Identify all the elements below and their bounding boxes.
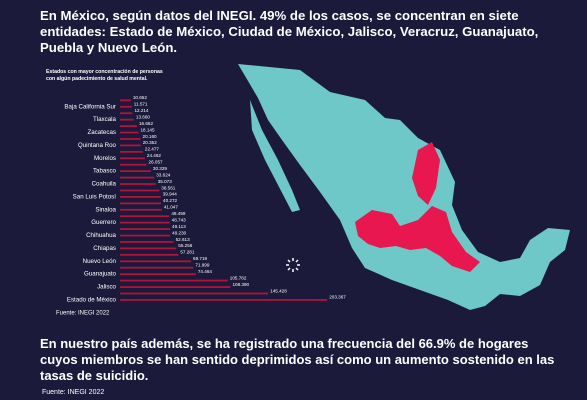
y-tick-label: Chiapas: [93, 245, 116, 252]
value-label: 48.743: [172, 217, 186, 222]
y-tick-label: San Luis Potosí: [73, 193, 117, 200]
bar: [120, 292, 269, 295]
chart-title: Estados con mayor concentración de perso…: [46, 69, 163, 82]
region-nuevo-leon: [412, 142, 440, 205]
chart-title-text: con algún padecimiento de salud mental.: [46, 76, 148, 82]
value-label: 18.145: [140, 127, 154, 132]
value-label: 48.459: [171, 211, 185, 216]
value-label: 10.652: [133, 95, 147, 100]
value-label: 49.113: [172, 224, 186, 229]
value-label: 57.281: [180, 250, 194, 255]
value-label: 49.230: [172, 230, 186, 235]
bar: [120, 253, 179, 256]
bar: [120, 131, 139, 134]
value-label: 105.782: [230, 275, 247, 280]
y-tick-label: Chihuahua: [86, 232, 116, 239]
y-tick-label: Guerrero: [91, 219, 116, 226]
value-label: 69.719: [193, 256, 207, 261]
map: [238, 64, 570, 310]
bar: [120, 202, 162, 205]
value-label: 40.272: [163, 198, 177, 203]
bar: [120, 125, 137, 127]
bar: [120, 286, 231, 288]
value-label: 20.160: [143, 134, 157, 139]
bar: [120, 273, 196, 276]
y-tick-label: Baja California Sur: [64, 103, 116, 110]
bar: [120, 99, 131, 102]
value-label: 108.390: [232, 282, 249, 287]
bar: [120, 176, 155, 179]
y-tick-label: Coahuila: [92, 181, 117, 188]
chart-title-text: Estados con mayor concentración de perso…: [46, 69, 163, 75]
bar: [120, 208, 162, 211]
bar: [120, 266, 194, 269]
bar: [120, 157, 145, 160]
bar: [120, 183, 156, 185]
region-centro: [355, 206, 480, 272]
value-label: 20.352: [143, 140, 157, 145]
bar: [120, 150, 143, 153]
value-label: 26.057: [149, 160, 163, 165]
bar: [120, 144, 141, 147]
value-label: 41.047: [164, 205, 178, 210]
value-label: 71.999: [195, 263, 209, 268]
body-source: Fuente: INEGI 2022: [42, 389, 105, 396]
bar: [120, 189, 160, 192]
bar: [120, 118, 134, 121]
value-label: 22.477: [145, 147, 159, 152]
bar: [120, 228, 171, 230]
value-label: 35.073: [158, 179, 172, 184]
intro-text: En México, según datos del INEGI. 49% de…: [40, 8, 539, 55]
bar: [120, 112, 133, 115]
value-label: 16.662: [139, 121, 153, 126]
value-label: 12.214: [134, 108, 148, 113]
value-label: 55.256: [178, 243, 192, 248]
bar: [120, 196, 161, 198]
bar: [120, 279, 228, 282]
bar: [120, 260, 192, 263]
value-label: 30.329: [153, 166, 167, 171]
value-label: 145.428: [270, 288, 287, 293]
bar: [120, 163, 147, 166]
y-tick-label: Tabasco: [93, 168, 117, 175]
body-text: En nuestro país además, se ha registrado…: [40, 336, 555, 383]
value-label: 13.660: [136, 114, 150, 119]
value-label: 33.624: [156, 172, 170, 177]
bar: [120, 234, 171, 237]
bar: [120, 247, 177, 250]
value-label: 38.561: [161, 185, 175, 190]
loading-spinner: [286, 258, 300, 272]
chart-source: Fuente: INEGI 2022: [56, 311, 110, 317]
y-tick-label: Nuevo León: [83, 258, 117, 265]
value-label: 24.462: [147, 153, 161, 158]
value-label: 74.464: [198, 269, 212, 274]
value-label: 203.367: [329, 295, 346, 300]
map-shape: [238, 64, 570, 310]
y-tick-label: Guanajuato: [84, 271, 117, 278]
y-tick-label: Tlaxcala: [93, 116, 117, 123]
y-tick-label: Zacatecas: [87, 129, 116, 136]
value-label: 52.613: [176, 237, 190, 242]
bar: [120, 221, 170, 224]
y-tick-label: Estado de México: [67, 296, 117, 303]
y-tick-label: Sinaloa: [95, 206, 116, 213]
bar: [120, 138, 141, 140]
y-tick-label: Morelos: [94, 155, 116, 162]
value-label: 11.571: [134, 102, 148, 107]
bar: [120, 241, 174, 243]
bar: [120, 105, 132, 108]
bar: [120, 170, 151, 173]
y-tick-label: Quintana Roo: [78, 142, 117, 149]
bar: [120, 215, 170, 218]
y-tick-label: Jalisco: [97, 284, 116, 291]
value-label: 39.944: [163, 192, 177, 197]
bar: [120, 299, 328, 301]
